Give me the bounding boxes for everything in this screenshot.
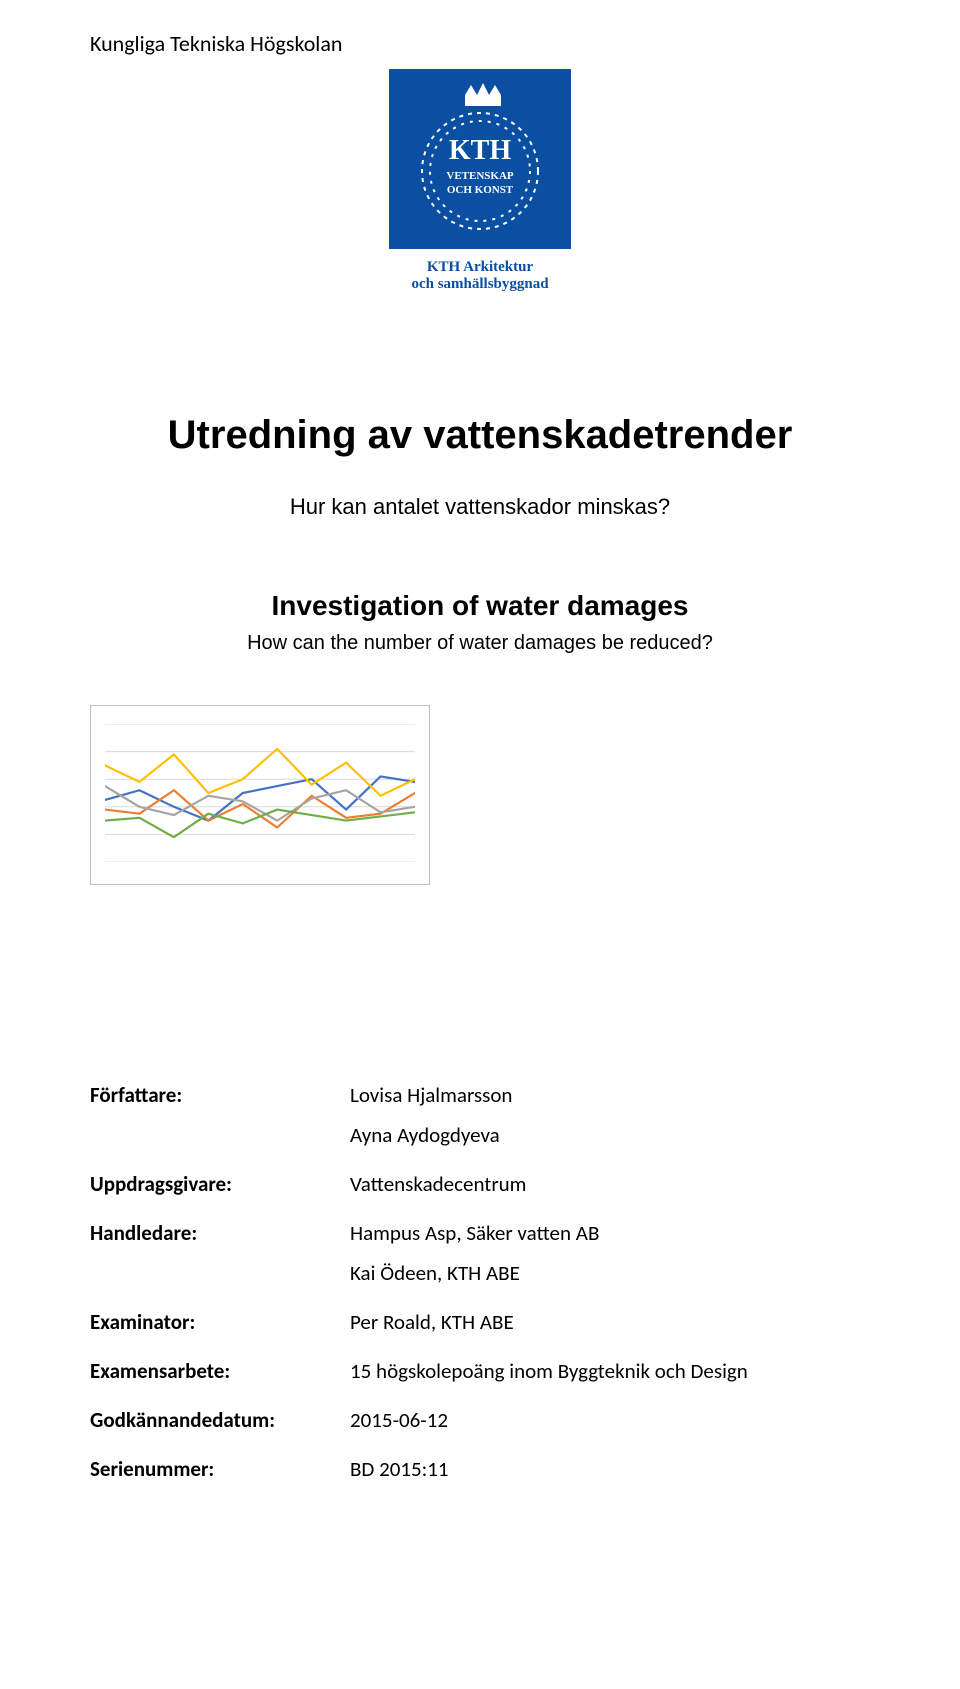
university-name: Kungliga Tekniska Högskolan: [90, 30, 870, 57]
meta-value: 15 högskolepoäng inom Byggteknik och Des…: [350, 1342, 870, 1391]
logo-letters: KTH: [449, 135, 511, 166]
meta-label: Examinator:: [90, 1293, 350, 1342]
meta-value: 2015-06-12: [350, 1391, 870, 1440]
logo-subtitle-1: KTH Arkitektur: [375, 259, 585, 276]
meta-row: Examinator:Per Roald, KTH ABE: [90, 1293, 870, 1342]
chart-series-s5: [105, 810, 415, 838]
thesis-cover-page: Kungliga Tekniska Högskolan KTH: [0, 0, 960, 1549]
meta-label: Examensarbete:: [90, 1342, 350, 1391]
meta-label: Handledare:: [90, 1204, 350, 1253]
meta-row: Examensarbete:15 högskolepoäng inom Bygg…: [90, 1342, 870, 1391]
svg-text:VETENSKAP: VETENSKAP: [446, 170, 514, 182]
meta-row: Uppdragsgivare:Vattenskadecentrum: [90, 1155, 870, 1204]
meta-label: Uppdragsgivare:: [90, 1155, 350, 1204]
meta-value: Kai Ödeen, KTH ABE: [350, 1253, 870, 1293]
meta-row: Kai Ödeen, KTH ABE: [90, 1253, 870, 1293]
meta-row: Författare:Lovisa Hjalmarsson: [90, 1075, 870, 1115]
metadata-table: Författare:Lovisa HjalmarssonAyna Aydogd…: [90, 1075, 870, 1489]
logo-subtitle-2: och samhällsbyggnad: [375, 276, 585, 293]
meta-row: Handledare:Hampus Asp, Säker vatten AB: [90, 1204, 870, 1253]
meta-value: Hampus Asp, Säker vatten AB: [350, 1204, 870, 1253]
cover-line-chart: [90, 705, 430, 885]
meta-value: Ayna Aydogdyeva: [350, 1115, 870, 1155]
thesis-title-en: Investigation of water damages: [90, 590, 870, 622]
meta-value: Vattenskadecentrum: [350, 1155, 870, 1204]
meta-label: Serienummer:: [90, 1440, 350, 1489]
meta-value: BD 2015:11: [350, 1440, 870, 1489]
meta-value: Lovisa Hjalmarsson: [350, 1075, 870, 1115]
meta-label: Godkännandedatum:: [90, 1391, 350, 1440]
thesis-subtitle: Hur kan antalet vattenskador minskas?: [90, 494, 870, 520]
thesis-subtitle-en: How can the number of water damages be r…: [90, 632, 870, 655]
meta-value: Per Roald, KTH ABE: [350, 1293, 870, 1342]
meta-row: Ayna Aydogdyeva: [90, 1115, 870, 1155]
kth-logo-block: KTH VETENSKAP OCH KONST KTH Arkitektur o…: [375, 69, 585, 293]
thesis-title: Utredning av vattenskadetrender: [90, 413, 870, 458]
meta-label: Författare:: [90, 1075, 350, 1115]
meta-row: Godkännandedatum:2015-06-12: [90, 1391, 870, 1440]
kth-logo: KTH VETENSKAP OCH KONST: [389, 69, 571, 249]
kth-logo-graphic: KTH VETENSKAP OCH KONST: [405, 79, 555, 239]
svg-text:OCH KONST: OCH KONST: [447, 184, 514, 196]
meta-row: Serienummer:BD 2015:11: [90, 1440, 870, 1489]
